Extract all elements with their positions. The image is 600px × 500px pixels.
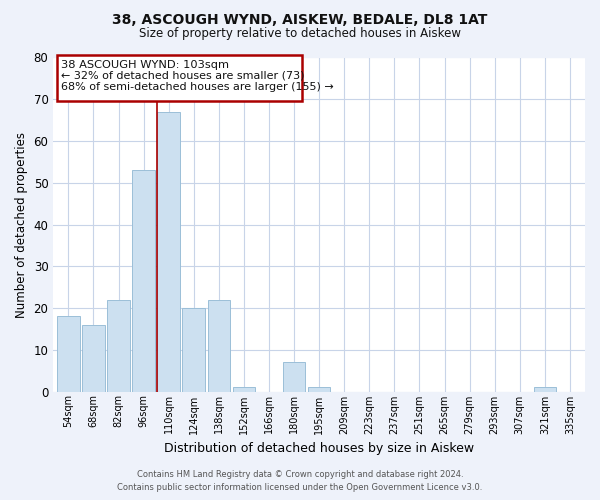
Bar [82,324,105,392]
Bar [107,300,130,392]
Bar [533,388,556,392]
Bar [132,170,155,392]
Y-axis label: Number of detached properties: Number of detached properties [15,132,28,318]
Bar [57,56,302,102]
Text: 38 ASCOUGH WYND: 103sqm: 38 ASCOUGH WYND: 103sqm [61,60,229,70]
Text: ← 32% of detached houses are smaller (73): ← 32% of detached houses are smaller (73… [61,71,304,81]
Bar [283,362,305,392]
Text: Size of property relative to detached houses in Aiskew: Size of property relative to detached ho… [139,28,461,40]
Text: 68% of semi-detached houses are larger (155) →: 68% of semi-detached houses are larger (… [61,82,334,92]
Bar [182,308,205,392]
Bar [208,300,230,392]
Bar [57,316,80,392]
Bar [233,388,255,392]
Bar [157,112,180,392]
X-axis label: Distribution of detached houses by size in Aiskew: Distribution of detached houses by size … [164,442,474,455]
Text: Contains HM Land Registry data © Crown copyright and database right 2024.
Contai: Contains HM Land Registry data © Crown c… [118,470,482,492]
Text: 38, ASCOUGH WYND, AISKEW, BEDALE, DL8 1AT: 38, ASCOUGH WYND, AISKEW, BEDALE, DL8 1A… [112,12,488,26]
Bar [308,388,331,392]
